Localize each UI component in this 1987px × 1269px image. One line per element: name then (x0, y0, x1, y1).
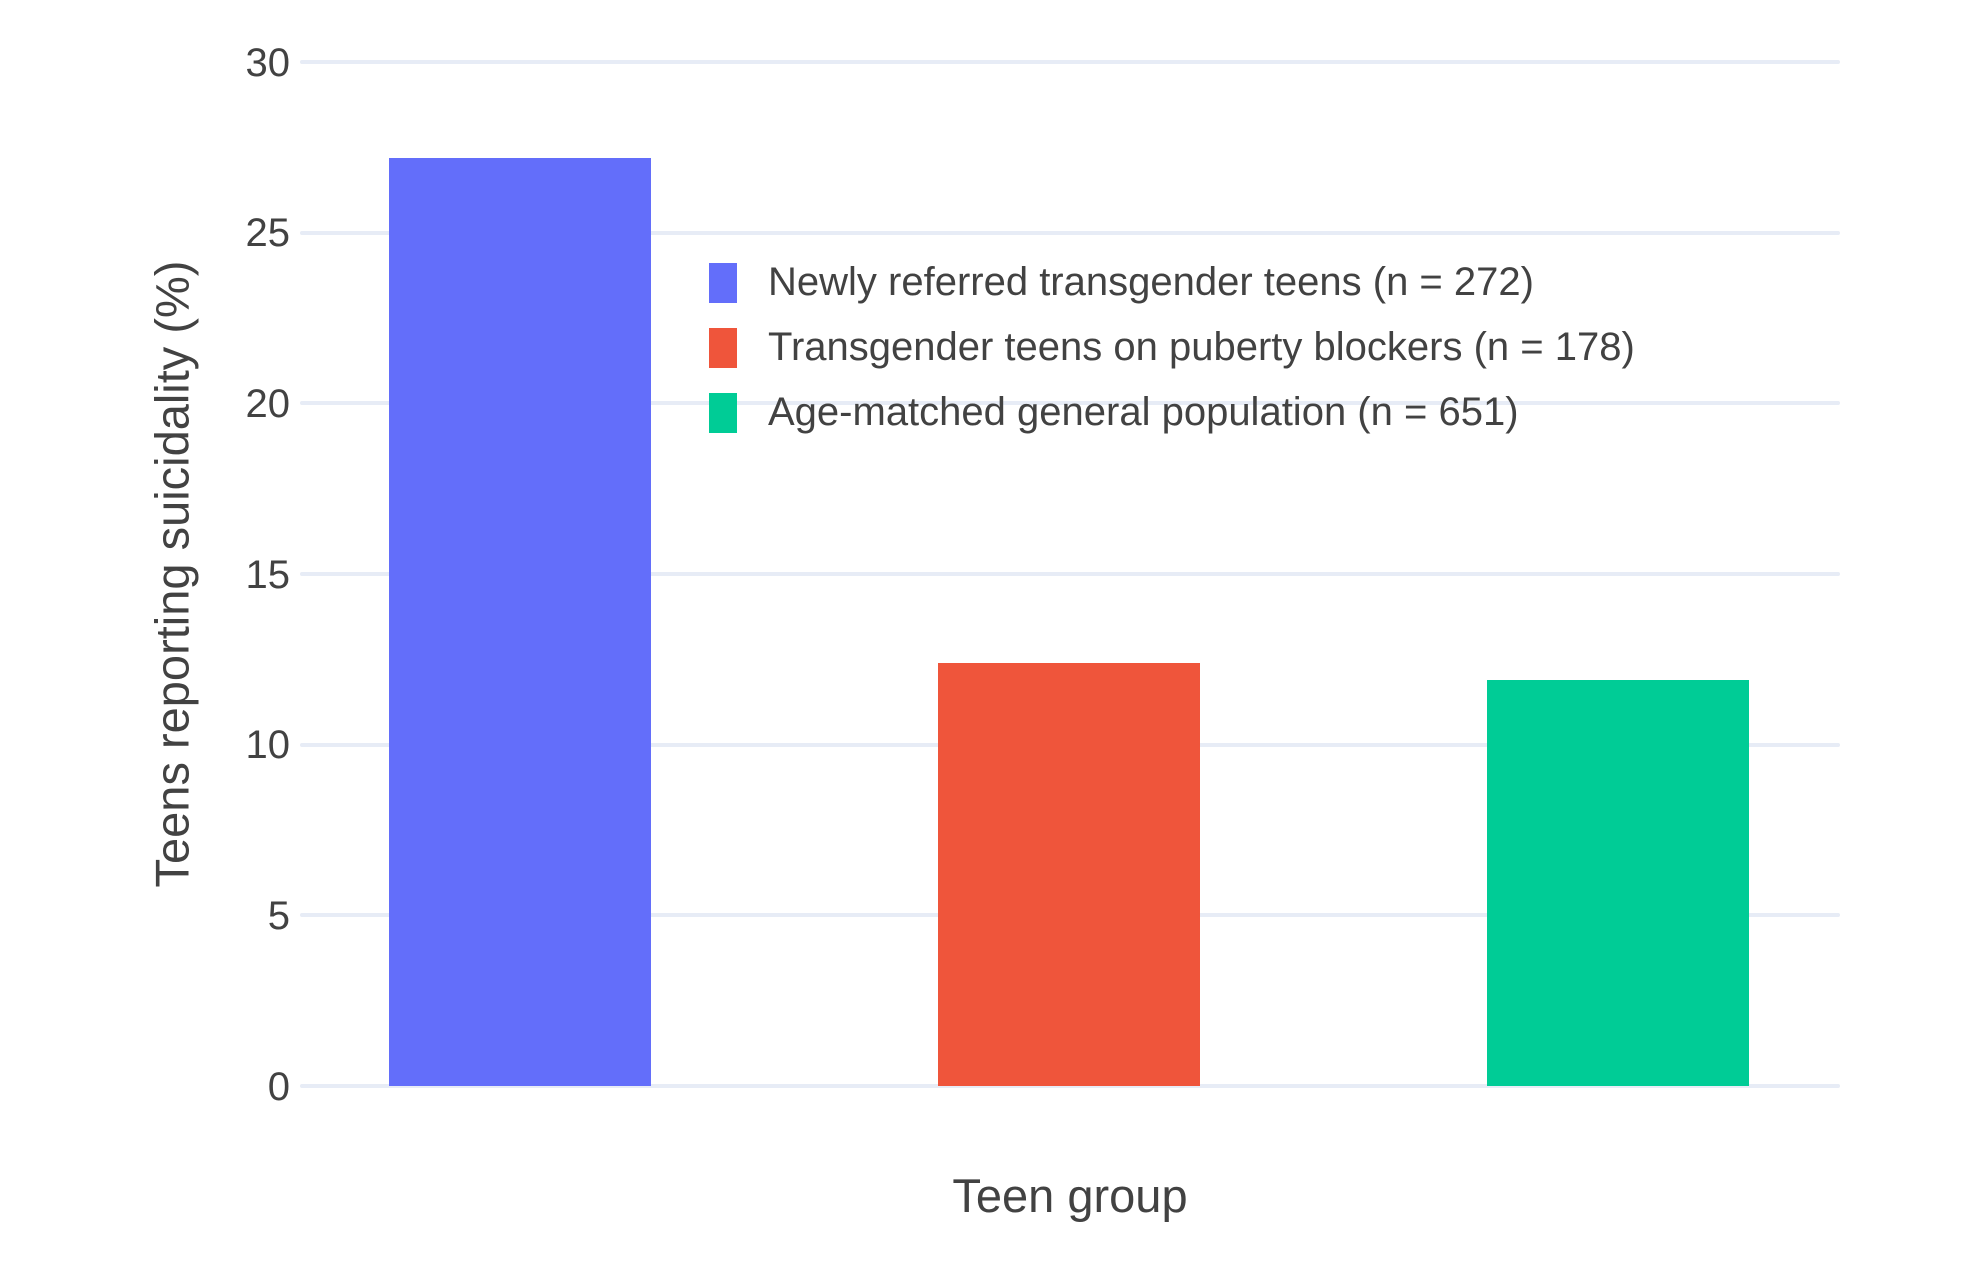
legend-label: Transgender teens on puberty blockers (n… (768, 325, 1635, 369)
legend-label: Age-matched general population (n = 651) (768, 390, 1519, 434)
y-tick-label: 5 (267, 893, 290, 938)
y-gridline (300, 1084, 1840, 1088)
y-gridline (300, 230, 1840, 235)
legend: Newly referred transgender teens (n = 27… (709, 260, 1635, 456)
y-tick-label: 10 (245, 723, 291, 768)
y-gridline (300, 401, 1840, 406)
y-tick-label: 25 (245, 211, 291, 256)
y-tick-label: 0 (267, 1064, 290, 1109)
y-gridline (300, 60, 1840, 64)
legend-swatch-icon (709, 327, 737, 368)
bar-2[interactable] (938, 662, 1200, 1086)
legend-item-2[interactable]: Transgender teens on puberty blockers (n… (709, 325, 1635, 369)
y-tick-label: 20 (245, 381, 291, 426)
legend-item-1[interactable]: Newly referred transgender teens (n = 27… (709, 260, 1635, 304)
bar-3[interactable] (1487, 679, 1749, 1086)
y-gridline (300, 572, 1840, 576)
y-tick-label: 15 (245, 552, 291, 597)
legend-swatch-icon (709, 262, 737, 303)
plot-area: 0 5 10 15 20 25 30 (246, 43, 1840, 1107)
bar-1[interactable] (389, 157, 651, 1086)
legend-label: Newly referred transgender teens (n = 27… (768, 260, 1534, 304)
legend-swatch-icon (709, 392, 737, 433)
legend-item-3[interactable]: Age-matched general population (n = 651) (709, 390, 1635, 434)
x-axis-title: Teen group (952, 1169, 1188, 1222)
y-tick-label: 30 (245, 40, 291, 85)
